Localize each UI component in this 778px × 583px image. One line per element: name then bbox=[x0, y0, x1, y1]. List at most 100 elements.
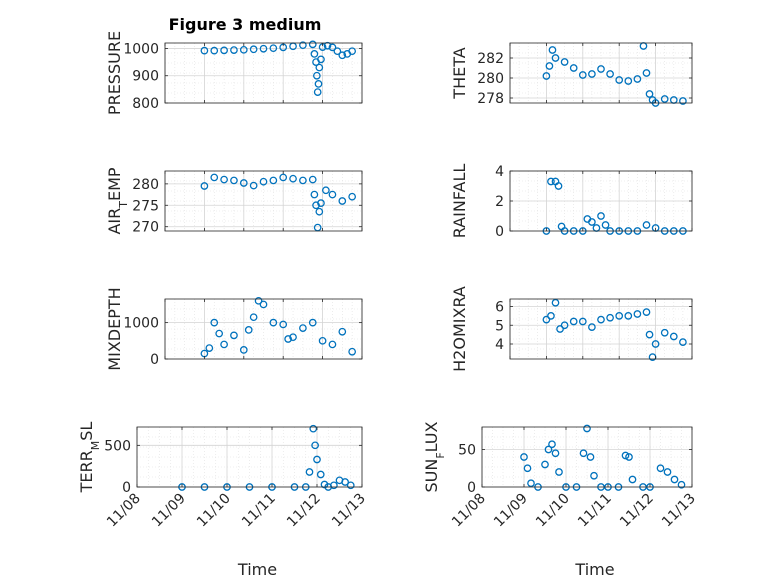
data-point bbox=[317, 55, 325, 64]
y-axis-label: THETA bbox=[450, 47, 469, 99]
data-point bbox=[269, 44, 278, 53]
x-tick-label: 11/11 bbox=[575, 491, 615, 531]
data-point bbox=[642, 221, 651, 229]
data-point bbox=[249, 181, 258, 190]
data-point bbox=[545, 62, 554, 70]
x-tick-label: 11/08 bbox=[104, 491, 144, 531]
data-point bbox=[215, 329, 224, 338]
data-point bbox=[269, 176, 278, 185]
axes-box bbox=[164, 42, 363, 104]
data-point bbox=[220, 175, 228, 184]
data-point bbox=[269, 318, 278, 327]
data-point bbox=[210, 46, 219, 55]
x-tick-label: 11/10 bbox=[533, 491, 573, 531]
data-point bbox=[328, 43, 337, 52]
data-point bbox=[338, 327, 347, 336]
data-point bbox=[220, 340, 228, 349]
data-point bbox=[313, 455, 321, 464]
y-axis-label: AIRTEMP bbox=[105, 167, 130, 234]
data-point bbox=[338, 197, 347, 205]
data-point bbox=[279, 320, 288, 329]
y-tick-label: 0 bbox=[495, 224, 504, 240]
data-point bbox=[348, 347, 356, 356]
x-tick-label: 11/12 bbox=[284, 491, 324, 531]
data-point bbox=[677, 480, 686, 489]
y-tick-label: 4 bbox=[495, 164, 504, 180]
data-point bbox=[249, 313, 258, 322]
y-tick-label: 270 bbox=[132, 220, 159, 236]
data-point bbox=[314, 80, 323, 88]
data-point bbox=[315, 207, 324, 216]
x-tick-label: 11/10 bbox=[194, 491, 234, 531]
data-point bbox=[547, 177, 555, 186]
data-point bbox=[590, 471, 598, 480]
data-point bbox=[551, 54, 560, 62]
data-point bbox=[346, 481, 355, 490]
figure-title: Figure 3 medium bbox=[169, 15, 322, 34]
data-point bbox=[230, 331, 238, 340]
y-axis-label: MIXDEPTH bbox=[105, 287, 124, 370]
data-point bbox=[579, 449, 588, 458]
y-tick-label: 2 bbox=[495, 194, 504, 210]
y-tick-label: 50 bbox=[458, 443, 476, 459]
data-point bbox=[551, 449, 560, 458]
data-point bbox=[679, 97, 687, 105]
y-tick-label: 280 bbox=[132, 177, 159, 193]
y-axis-label: TERRMSL bbox=[77, 422, 102, 494]
data-point bbox=[586, 453, 595, 461]
data-point bbox=[556, 325, 564, 333]
y-tick-label: 800 bbox=[132, 96, 159, 112]
data-point bbox=[338, 51, 347, 60]
axes-box bbox=[509, 42, 693, 104]
data-point bbox=[624, 312, 633, 320]
data-point bbox=[289, 174, 297, 183]
axes-box bbox=[509, 298, 693, 360]
data-point bbox=[239, 45, 248, 54]
y-tick-label: 900 bbox=[132, 69, 159, 85]
data-point bbox=[317, 199, 325, 207]
x-axis-label: Time bbox=[574, 560, 614, 579]
subplot-2: 278 280 282 THETA bbox=[450, 42, 693, 107]
data-point bbox=[284, 335, 292, 343]
data-point bbox=[651, 340, 660, 348]
y-tick-label: 0 bbox=[467, 480, 476, 496]
data-point bbox=[328, 340, 337, 349]
x-tick-label: 11/13 bbox=[329, 491, 369, 531]
data-point bbox=[200, 182, 209, 190]
x-tick-label: 11/11 bbox=[239, 491, 279, 531]
data-point bbox=[313, 88, 322, 96]
data-point bbox=[628, 475, 637, 484]
y-tick-label: 0 bbox=[150, 352, 159, 368]
data-point bbox=[679, 338, 687, 346]
data-point bbox=[583, 424, 591, 433]
y-axis-label: H2OMIXRA bbox=[450, 286, 469, 372]
y-tick-label: 500 bbox=[104, 438, 131, 454]
data-point bbox=[305, 468, 314, 476]
data-point bbox=[606, 313, 614, 322]
data-point bbox=[601, 221, 610, 229]
data-point bbox=[254, 296, 263, 305]
data-point bbox=[555, 468, 563, 476]
y-axis-label: PRESSURE bbox=[105, 31, 124, 115]
data-point bbox=[642, 308, 651, 316]
axes-box bbox=[164, 170, 363, 232]
x-tick-label: 11/12 bbox=[617, 491, 657, 531]
x-axis-label: Time bbox=[237, 560, 277, 579]
data-point bbox=[633, 75, 642, 83]
data-point bbox=[311, 441, 319, 450]
data-point bbox=[299, 41, 307, 50]
data-point bbox=[569, 317, 578, 326]
data-point bbox=[308, 318, 317, 327]
data-point bbox=[656, 464, 665, 473]
data-point bbox=[670, 475, 679, 484]
data-point bbox=[316, 470, 325, 479]
data-point bbox=[633, 310, 642, 318]
y-tick-label: 278 bbox=[477, 91, 504, 107]
data-point bbox=[249, 45, 258, 54]
data-point bbox=[554, 182, 563, 190]
